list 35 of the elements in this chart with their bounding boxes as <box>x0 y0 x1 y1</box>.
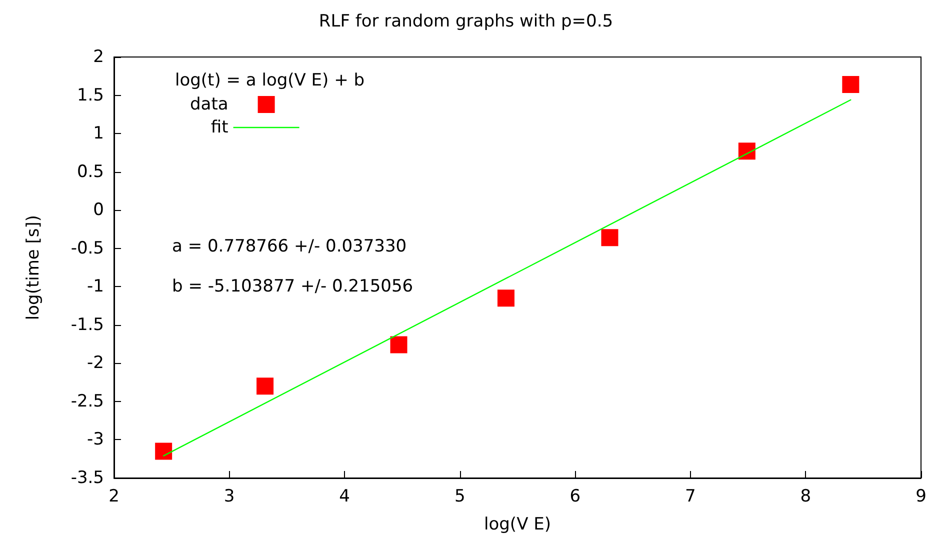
y-tick-label: 1.5 <box>76 85 104 106</box>
point <box>155 442 172 460</box>
y-tick-label: -1.5 <box>70 314 104 335</box>
y-tick-label: -0.5 <box>70 238 104 258</box>
x-tick-label: 3 <box>224 486 235 506</box>
legend-label: fit <box>210 118 229 138</box>
x-tick-label: 8 <box>800 486 812 506</box>
y-tick-label: -2.5 <box>70 391 104 412</box>
point <box>601 229 618 246</box>
x-tick-label: 6 <box>570 486 581 506</box>
point <box>256 378 274 395</box>
x-axis-title: log(V E) <box>484 514 551 534</box>
point <box>738 142 756 160</box>
point <box>390 336 408 354</box>
y-tick-label: -1 <box>87 276 104 297</box>
x-tick-label: 9 <box>916 486 926 506</box>
legend-label: data <box>190 94 228 114</box>
x-tick-label: 7 <box>685 486 696 506</box>
annotation: b = -5.103877 +/- 0.215056 <box>172 276 414 296</box>
y-tick-label: -2 <box>87 353 104 374</box>
x-tick-label: 5 <box>454 486 466 506</box>
annotation: a = 0.778766 +/- 0.037330 <box>172 236 407 256</box>
point <box>497 290 514 307</box>
y-tick-label: -3.5 <box>70 468 104 488</box>
legend-title: log(t) = a log(V E) + b <box>175 70 365 90</box>
y-tick-label: 1 <box>93 124 104 144</box>
x-tick-label: 2 <box>108 486 120 506</box>
y-tick-label: 0 <box>93 200 104 220</box>
y-axis-title: log(time [s]) <box>24 214 44 320</box>
y-tick-label: 0.5 <box>76 162 104 182</box>
point <box>842 76 860 94</box>
y-tick-label: 2 <box>93 47 104 67</box>
chart-title: RLF for random graphs with p=0.5 <box>318 12 614 32</box>
x-tick-label: 4 <box>339 486 350 506</box>
y-tick-label: -3 <box>87 430 104 450</box>
